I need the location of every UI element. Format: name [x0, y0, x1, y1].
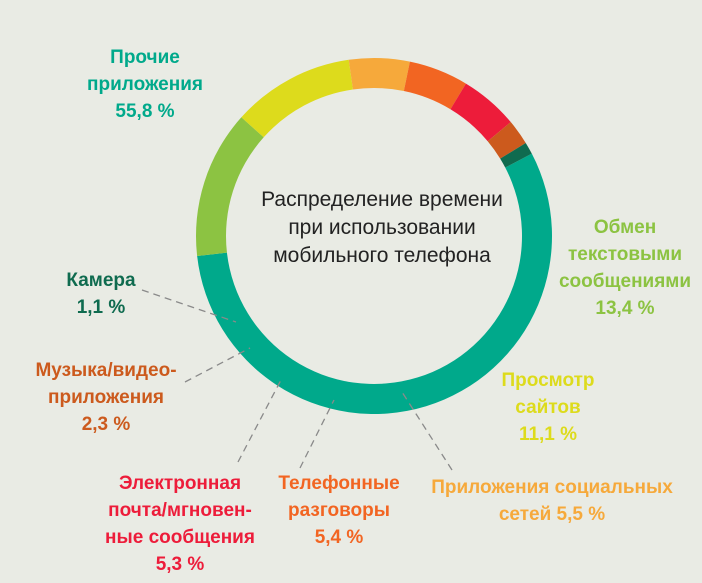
- title-line-3: мобильного телефона: [273, 244, 491, 267]
- label-other-line-2: приложения: [87, 74, 203, 95]
- label-sms-line-3: сообщениями: [558, 271, 692, 292]
- slice-sms: [196, 117, 264, 257]
- label-music: Музыка/видео- приложения 2,3 %: [16, 357, 196, 438]
- label-social-line-1: Приложения социальных: [431, 477, 673, 498]
- label-web-line-2: сайтов: [515, 397, 581, 418]
- leader-line-email: [237, 377, 283, 463]
- label-sms-value: 13,4 %: [595, 298, 655, 319]
- label-calls: Телефонные разговоры 5,4 %: [268, 470, 410, 551]
- slice-social: [348, 58, 410, 92]
- label-sms-line-2: текстовыми: [568, 244, 682, 265]
- leader-line-social: [401, 391, 453, 471]
- label-camera-value: 1,1 %: [76, 297, 126, 318]
- label-email-value: 5,3 %: [155, 554, 205, 575]
- label-calls-line-2: разговоры: [288, 500, 390, 521]
- label-other-line-1: Прочие: [110, 47, 180, 68]
- leader-line-calls: [299, 399, 335, 469]
- label-email-line-3: ные сообщения: [105, 527, 255, 548]
- label-other-value: 55,8 %: [115, 101, 175, 122]
- slice-music: [487, 122, 526, 159]
- label-camera: Камера 1,1 %: [56, 267, 146, 321]
- slice-calls: [403, 61, 466, 110]
- slice-web: [241, 59, 353, 138]
- label-other-apps: Прочие приложения 55,8 %: [60, 44, 230, 125]
- label-sms-line-1: Обмен: [593, 217, 657, 238]
- leader-line-camera: [141, 289, 237, 323]
- label-web: Просмотр сайтов 11,1 %: [470, 367, 626, 448]
- label-music-value: 2,3 %: [81, 414, 131, 435]
- label-email: Электронная почта/мгновен- ные сообщения…: [98, 470, 262, 578]
- label-web-value: 11,1 %: [518, 424, 578, 445]
- label-music-line-1: Музыка/видео-: [35, 360, 177, 381]
- label-music-line-2: приложения: [48, 387, 164, 408]
- leader-line-music: [184, 347, 251, 383]
- title-line-1: Распределение времени: [261, 188, 503, 211]
- label-calls-line-1: Телефонные: [278, 473, 400, 494]
- label-web-line-1: Просмотр: [501, 370, 595, 391]
- chart-title: Распределение времени при использовании …: [232, 186, 532, 270]
- label-social-line-2: сетей 5,5 %: [498, 504, 606, 525]
- label-calls-value: 5,4 %: [314, 527, 364, 548]
- slice-email: [450, 83, 511, 142]
- label-sms: Обмен текстовыми сообщениями 13,4 %: [548, 214, 702, 322]
- title-line-2: при использовании: [288, 216, 476, 239]
- slice-camera: [500, 142, 532, 168]
- slice-other: [197, 153, 553, 414]
- label-social: Приложения социальных сетей 5,5 %: [408, 474, 696, 528]
- label-camera-line-1: Камера: [66, 270, 136, 291]
- label-email-line-2: почта/мгновен-: [108, 500, 252, 521]
- label-email-line-1: Электронная: [118, 473, 242, 494]
